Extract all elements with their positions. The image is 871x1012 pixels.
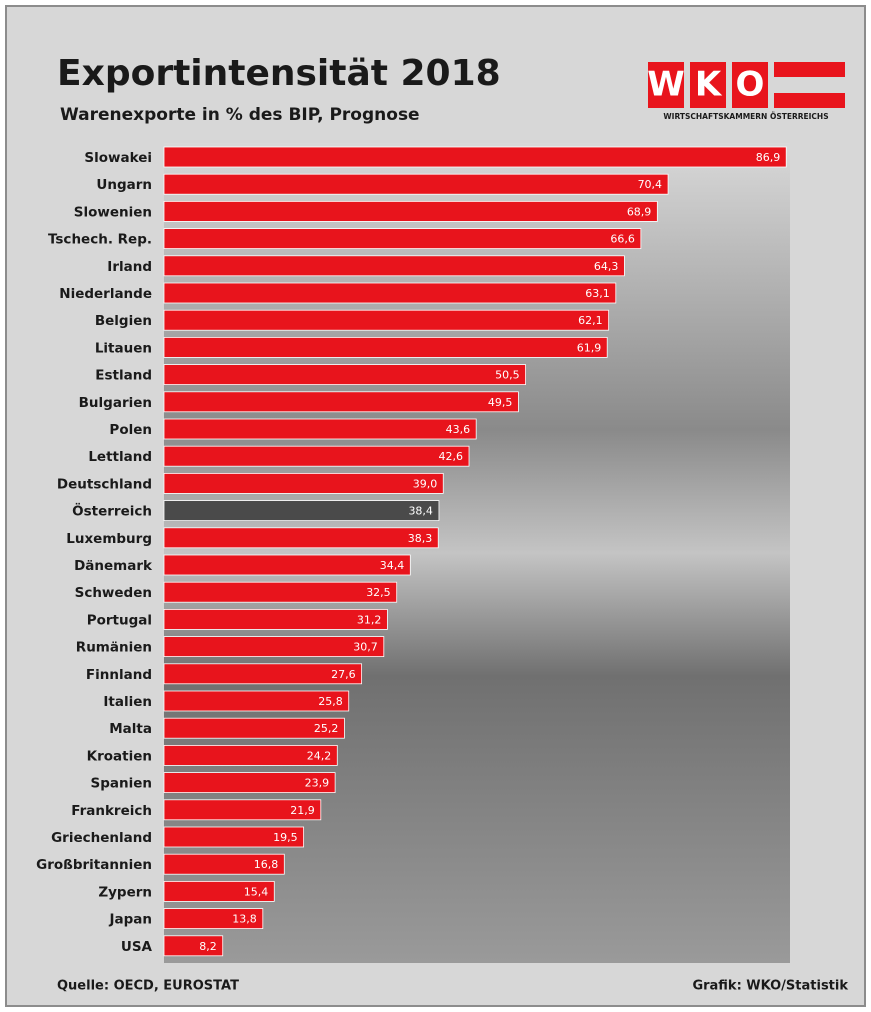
chart-title: Exportintensität 2018	[57, 53, 501, 94]
category-label: Dänemark	[74, 558, 153, 574]
value-label: 31,2	[357, 613, 382, 626]
value-label: 63,1	[585, 287, 610, 300]
value-label: 30,7	[353, 641, 378, 654]
value-label: 25,2	[314, 722, 339, 735]
category-label: Bulgarien	[79, 395, 152, 411]
bar	[164, 446, 469, 466]
bar	[164, 310, 609, 330]
category-label: Luxemburg	[66, 531, 152, 547]
value-label: 8,2	[199, 940, 217, 953]
category-label: Irland	[107, 259, 152, 275]
bar	[164, 555, 410, 575]
bar	[164, 147, 786, 167]
bar	[164, 174, 668, 194]
category-label: Schweden	[75, 585, 152, 601]
bar	[164, 283, 616, 303]
category-label: Spanien	[90, 776, 152, 792]
bar	[164, 337, 607, 357]
logo-flag	[774, 62, 845, 77]
value-label: 66,6	[610, 233, 635, 246]
category-label: USA	[121, 939, 153, 955]
category-label: Japan	[108, 912, 152, 928]
logo-letter: W	[647, 65, 685, 105]
bar	[164, 256, 624, 276]
category-label: Malta	[109, 721, 152, 737]
value-label: 13,8	[232, 913, 257, 926]
bar	[164, 392, 518, 412]
value-label: 61,9	[577, 341, 602, 354]
bar	[164, 473, 443, 493]
bar	[164, 201, 657, 221]
value-label: 32,5	[366, 586, 391, 599]
value-label: 70,4	[638, 178, 663, 191]
logo-flag	[774, 93, 845, 108]
value-label: 15,4	[244, 885, 269, 898]
category-label: Kroatien	[87, 748, 152, 764]
value-label: 24,2	[307, 749, 332, 762]
value-label: 38,4	[408, 505, 433, 518]
bar	[164, 609, 387, 629]
category-label: Lettland	[88, 449, 152, 465]
category-label: Zypern	[98, 884, 152, 900]
value-label: 16,8	[254, 858, 279, 871]
logo-letter: K	[695, 65, 723, 105]
bar	[164, 501, 439, 521]
value-label: 38,3	[408, 532, 433, 545]
logo-tagline: WIRTSCHAFTSKAMMERN ÖSTERREICHS	[663, 112, 828, 121]
category-label: Österreich	[72, 502, 152, 520]
bar	[164, 229, 641, 249]
chart: Exportintensität 2018 Warenexporte in % …	[0, 0, 871, 1012]
value-label: 27,6	[331, 668, 356, 681]
category-label: Griechenland	[51, 830, 152, 846]
bar	[164, 365, 526, 385]
value-label: 62,1	[578, 314, 603, 327]
category-label: Estland	[95, 368, 152, 384]
category-label: Ungarn	[96, 177, 152, 193]
value-label: 34,4	[380, 559, 405, 572]
value-label: 25,8	[318, 695, 343, 708]
category-label: Frankreich	[71, 803, 152, 819]
category-label: Deutschland	[57, 476, 152, 492]
value-label: 50,5	[495, 369, 520, 382]
category-label: Slowakei	[84, 150, 152, 166]
value-label: 23,9	[305, 777, 330, 790]
bar	[164, 637, 384, 657]
value-label: 19,5	[273, 831, 298, 844]
value-label: 64,3	[594, 260, 619, 273]
value-label: 43,6	[446, 423, 471, 436]
category-label: Niederlande	[59, 286, 152, 302]
bar	[164, 419, 476, 439]
category-label: Rumänien	[76, 640, 152, 656]
category-label: Finnland	[86, 667, 152, 683]
category-label: Italien	[103, 694, 152, 710]
category-label: Slowenien	[74, 204, 152, 220]
value-label: 86,9	[756, 151, 781, 164]
logo-letter: O	[736, 65, 765, 105]
bar	[164, 582, 397, 602]
value-label: 39,0	[413, 477, 438, 490]
category-label: Portugal	[87, 612, 152, 628]
bar	[164, 528, 438, 548]
value-label: 68,9	[627, 205, 652, 218]
value-label: 21,9	[290, 804, 315, 817]
value-label: 49,5	[488, 396, 513, 409]
category-label: Belgien	[95, 313, 152, 329]
credit: Grafik: WKO/Statistik	[692, 979, 848, 994]
subtitle: Warenexporte in % des BIP, Prognose	[60, 105, 420, 125]
category-label: Tschech. Rep.	[48, 232, 152, 248]
category-label: Großbritannien	[36, 857, 152, 873]
source: Quelle: OECD, EUROSTAT	[57, 979, 239, 994]
category-label: Litauen	[95, 340, 152, 356]
category-label: Polen	[109, 422, 152, 438]
value-label: 42,6	[439, 450, 464, 463]
